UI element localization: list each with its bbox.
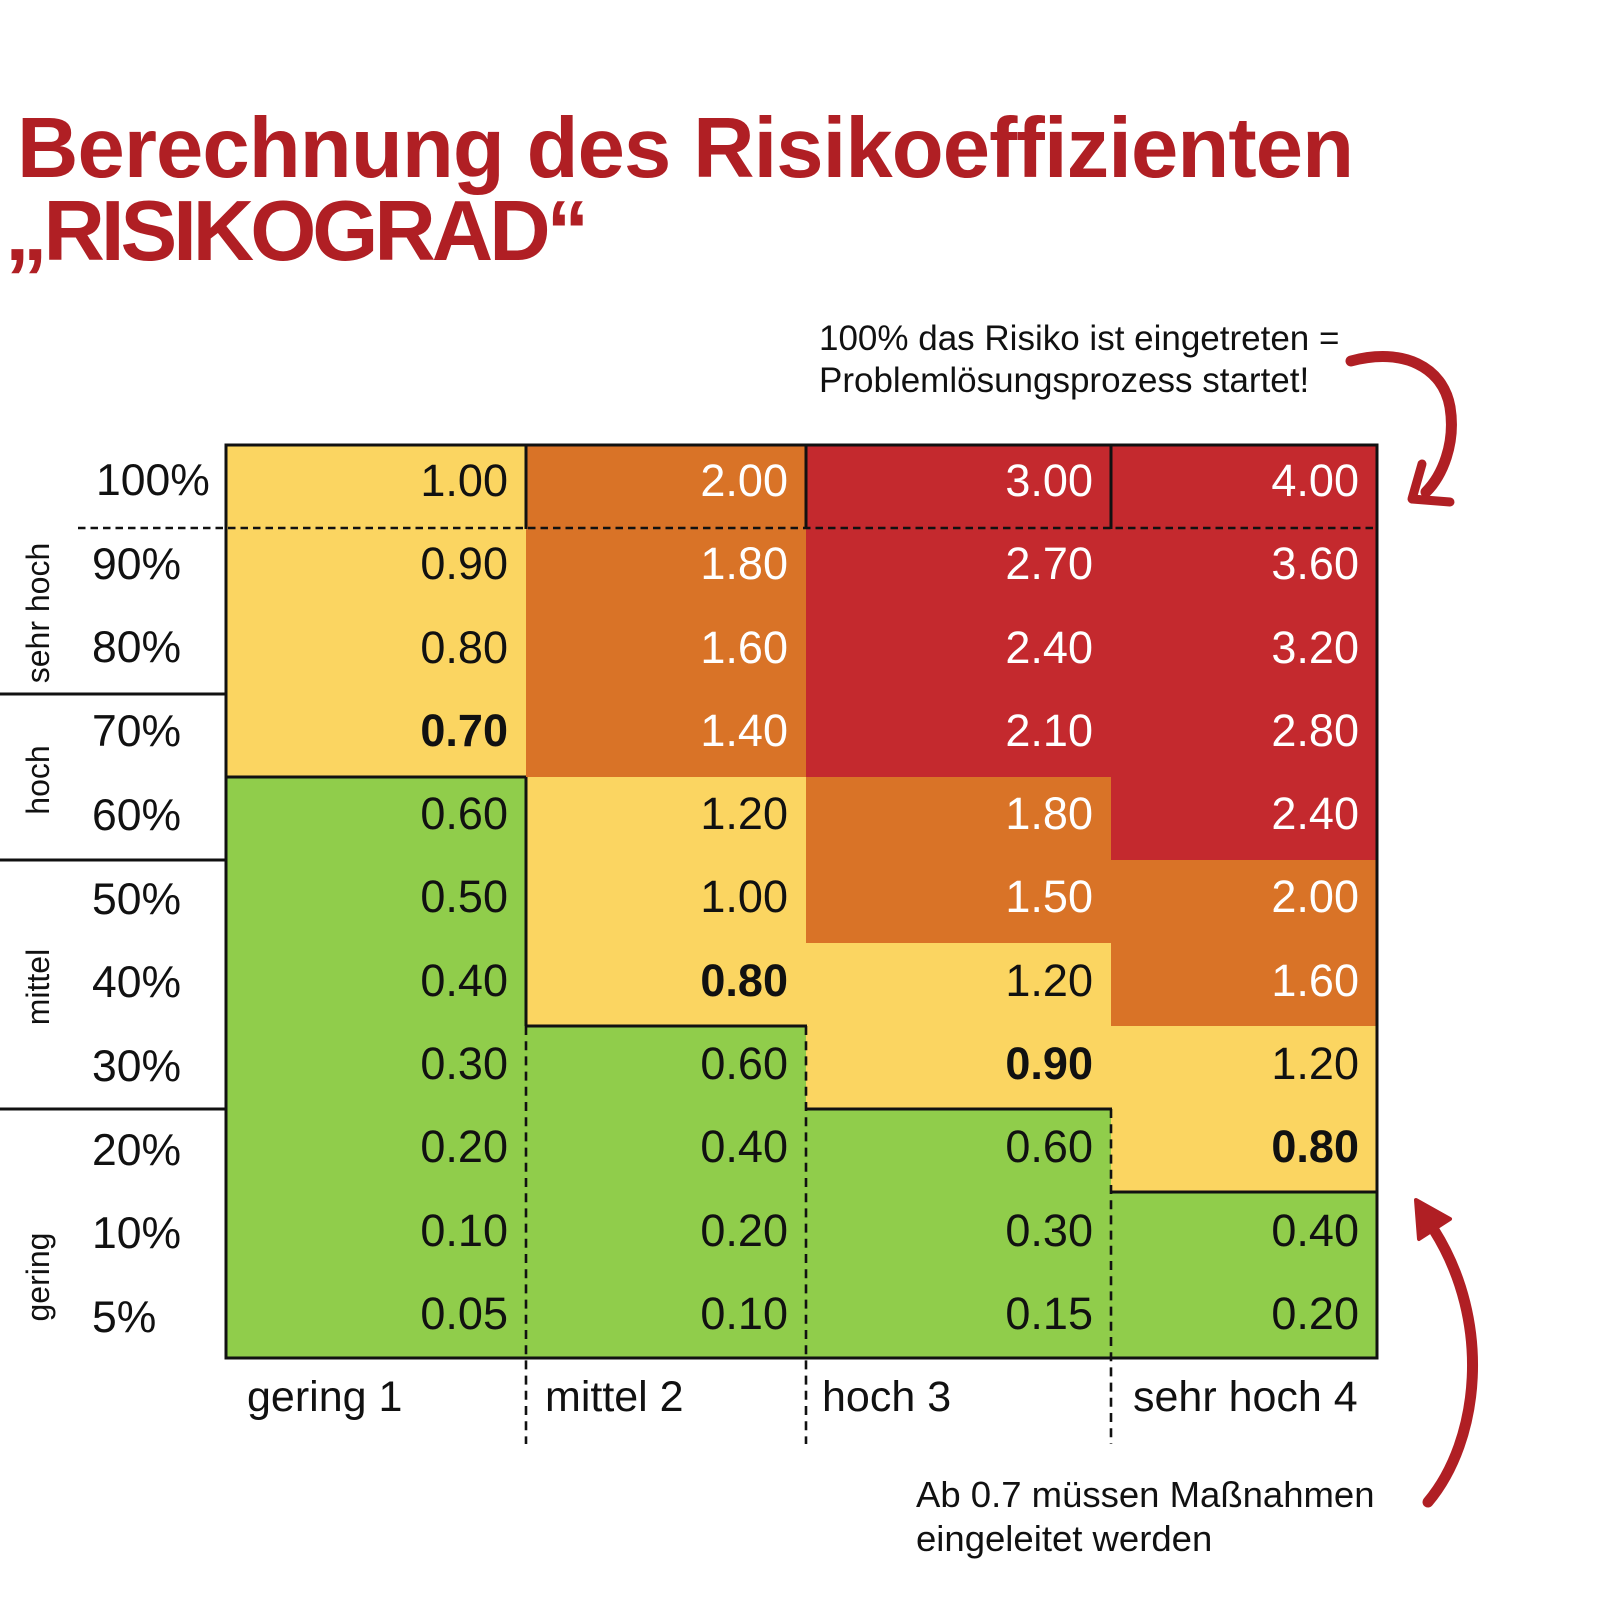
svg-text:0.30: 0.30 [1005,1205,1093,1256]
svg-text:Ab 0.7 müssen Maßnahmen: Ab 0.7 müssen Maßnahmen [916,1474,1375,1515]
svg-text:1.20: 1.20 [1005,955,1093,1006]
svg-text:0.20: 0.20 [420,1121,508,1172]
svg-text:0.20: 0.20 [1271,1288,1359,1339]
svg-text:0.05: 0.05 [420,1288,508,1339]
svg-text:eingeleitet werden: eingeleitet werden [916,1518,1212,1559]
svg-text:100%: 100% [96,456,210,505]
svg-text:2.80: 2.80 [1271,705,1359,756]
svg-text:1.80: 1.80 [1005,788,1093,839]
svg-text:0.30: 0.30 [420,1038,508,1089]
svg-text:50%: 50% [92,875,181,924]
svg-text:20%: 20% [92,1126,181,1175]
svg-text:1.20: 1.20 [700,788,788,839]
svg-text:40%: 40% [92,958,181,1007]
svg-text:1.00: 1.00 [700,871,788,922]
svg-text:3.00: 3.00 [1005,455,1093,506]
svg-text:2.40: 2.40 [1271,788,1359,839]
svg-text:0.90: 0.90 [1005,1038,1093,1089]
svg-text:„RISIKOGRAD“: „RISIKOGRAD“ [5,184,585,279]
svg-text:2.00: 2.00 [700,455,788,506]
svg-text:3.60: 3.60 [1271,538,1359,589]
svg-text:1.50: 1.50 [1005,871,1093,922]
svg-text:70%: 70% [92,707,181,756]
svg-text:gering: gering [20,1233,56,1322]
svg-text:0.50: 0.50 [420,871,508,922]
svg-text:0.70: 0.70 [420,705,508,756]
svg-text:4.00: 4.00 [1271,455,1359,506]
svg-text:1.00: 1.00 [420,455,508,506]
svg-text:0.40: 0.40 [700,1121,788,1172]
svg-text:1.60: 1.60 [1271,955,1359,1006]
svg-text:0.60: 0.60 [700,1038,788,1089]
svg-text:hoch 3: hoch 3 [822,1373,951,1421]
svg-text:0.60: 0.60 [420,788,508,839]
svg-text:60%: 60% [92,791,181,840]
svg-text:10%: 10% [92,1209,181,1258]
svg-text:Berechnung des Risikoeffizient: Berechnung des Risikoeffizienten [17,101,1353,196]
svg-text:0.15: 0.15 [1005,1288,1093,1339]
svg-text:100% das Risiko ist eingetrete: 100% das Risiko ist eingetreten = [819,319,1339,358]
svg-text:0.40: 0.40 [1271,1205,1359,1256]
svg-text:sehr hoch: sehr hoch [20,543,56,684]
svg-text:1.80: 1.80 [700,538,788,589]
svg-text:0.20: 0.20 [700,1205,788,1256]
svg-text:30%: 30% [92,1042,181,1091]
svg-text:2.70: 2.70 [1005,538,1093,589]
svg-text:0.40: 0.40 [420,955,508,1006]
svg-text:0.80: 0.80 [1271,1121,1359,1172]
svg-text:0.60: 0.60 [1005,1121,1093,1172]
svg-text:3.20: 3.20 [1271,622,1359,673]
svg-text:2.40: 2.40 [1005,622,1093,673]
svg-text:0.80: 0.80 [420,622,508,673]
svg-text:Problemlösungsprozess startet!: Problemlösungsprozess startet! [819,361,1309,400]
svg-text:1.60: 1.60 [700,622,788,673]
svg-text:90%: 90% [92,540,181,589]
svg-text:5%: 5% [92,1293,156,1342]
svg-text:hoch: hoch [20,745,56,814]
svg-text:gering 1: gering 1 [247,1373,402,1421]
svg-text:0.90: 0.90 [420,538,508,589]
svg-text:1.20: 1.20 [1271,1038,1359,1089]
svg-text:0.10: 0.10 [420,1205,508,1256]
svg-text:mittel 2: mittel 2 [545,1373,684,1421]
svg-text:2.10: 2.10 [1005,705,1093,756]
svg-text:80%: 80% [92,623,181,672]
svg-text:1.40: 1.40 [700,705,788,756]
svg-text:sehr hoch 4: sehr hoch 4 [1133,1373,1358,1421]
svg-text:0.10: 0.10 [700,1288,788,1339]
svg-text:0.80: 0.80 [700,955,788,1006]
svg-text:2.00: 2.00 [1271,871,1359,922]
svg-text:mittel: mittel [20,949,56,1025]
